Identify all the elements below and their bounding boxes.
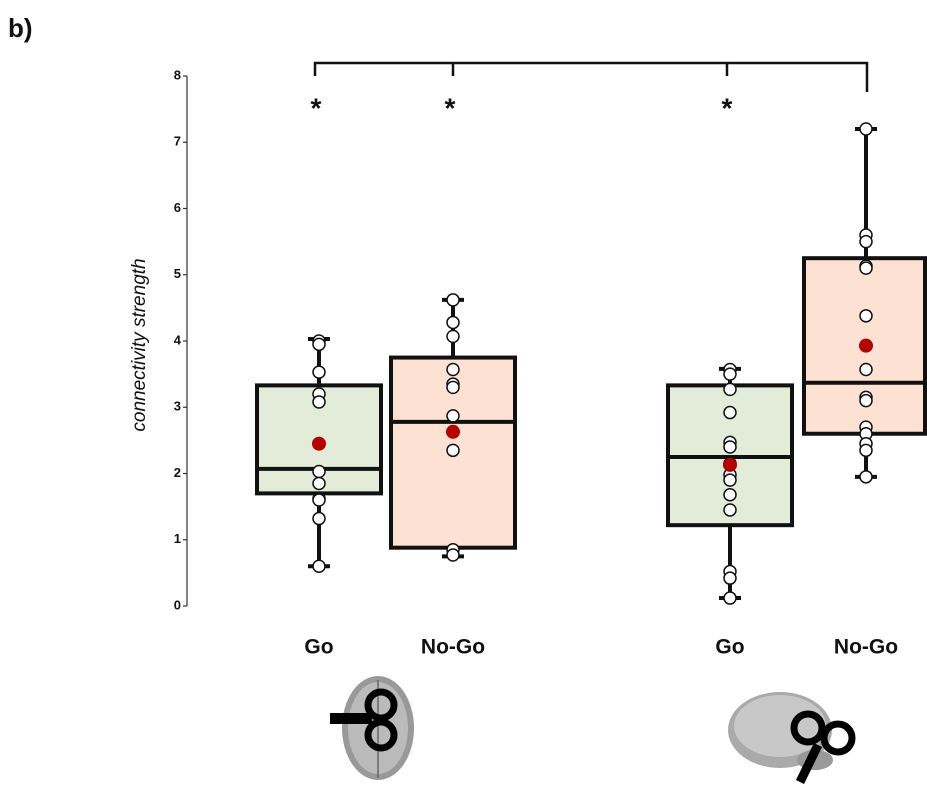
y-tick-label: 4 [174,332,182,347]
data-point [313,513,325,525]
data-point [724,368,736,380]
data-point [447,363,459,375]
data-point [313,396,325,408]
data-point [447,316,459,328]
x-tick-label: Go [304,636,333,659]
data-point [724,489,736,501]
data-point [313,477,325,489]
mean-marker [859,339,873,353]
data-point [313,466,325,478]
y-axis-label: connectivity strength [129,258,150,431]
significance-marker: * [311,92,322,123]
data-point [447,330,459,342]
y-tick-label: 3 [174,399,181,414]
y-tick-label: 8 [174,67,181,82]
significance-marker: * [445,92,456,123]
data-point [724,504,736,516]
y-tick-label: 0 [174,597,181,612]
y-tick-label: 1 [174,531,181,546]
y-tick-label: 7 [174,134,181,149]
data-point [860,262,872,274]
brain-top-view [330,676,414,780]
data-point [860,444,872,456]
y-tick-label: 6 [174,200,181,215]
data-point [860,395,872,407]
data-point [724,474,736,486]
data-point [860,236,872,248]
data-point [447,549,459,561]
data-point [447,410,459,422]
panel-label: b) [8,13,33,43]
data-point [724,441,736,453]
x-tick-label: No-Go [421,636,485,659]
data-point [313,560,325,572]
data-point [313,338,325,350]
mean-marker [723,458,737,472]
data-point [860,310,872,322]
data-point [447,381,459,393]
chart: b) connectivity strength 0 1 2 3 4 5 6 7 8 Go * No-… [0,0,927,789]
data-point [724,383,736,395]
data-point [313,366,325,378]
data-point [447,294,459,306]
y-tick-label: 5 [174,266,181,281]
brain-side-view [728,692,852,782]
data-point [724,592,736,604]
data-point [860,471,872,483]
data-point [860,123,872,135]
y-tick-label: 2 [174,465,181,480]
data-point [724,407,736,419]
mean-marker [446,425,460,439]
data-point [313,494,325,506]
significance-marker: * [722,92,733,123]
data-point [447,444,459,456]
data-point [860,363,872,375]
data-point [724,572,736,584]
mean-marker [312,437,326,451]
x-tick-label: Go [715,636,744,659]
x-tick-label: No-Go [834,636,898,659]
significance-bracket [315,63,867,92]
